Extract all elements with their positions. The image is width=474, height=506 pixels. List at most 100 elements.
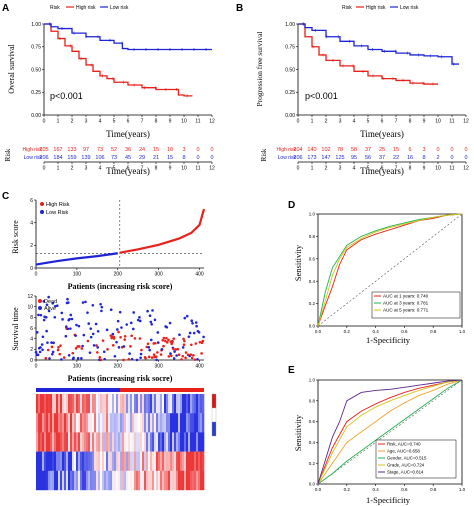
heatmap-cell <box>132 470 135 491</box>
heatmap-cell <box>56 470 59 491</box>
heatmap-cell <box>170 394 173 414</box>
heatmap-cell <box>146 413 149 433</box>
x-tick-label: 3 <box>339 119 342 125</box>
legend-label: Gender, AUC=0.515 <box>387 456 427 461</box>
heatmap-cell <box>94 413 97 433</box>
heatmap-cell <box>62 432 65 452</box>
legend-c-dead-label: Dead <box>44 299 57 305</box>
heatmap-cell <box>70 470 73 491</box>
heatmap-cell <box>42 394 45 414</box>
risk-x-tick-label: 9 <box>169 166 172 172</box>
dot-alive <box>42 300 46 303</box>
heatmap-cell <box>56 413 59 433</box>
dot-dead <box>56 348 60 352</box>
dot-alive <box>64 325 68 329</box>
dot-dead <box>127 358 131 361</box>
heatmap-cell <box>162 451 165 471</box>
dot-alive <box>194 321 198 324</box>
heatmap-cell <box>84 413 87 433</box>
heatmap-cell <box>92 470 95 491</box>
dot-alive <box>91 332 95 336</box>
heatmap-cell <box>62 413 65 433</box>
dot-dead <box>190 343 193 347</box>
heatmap-cell <box>50 432 53 452</box>
x-tick-label: 100 <box>73 364 82 370</box>
heatmap-cell <box>202 432 205 452</box>
heatmap-cell <box>152 394 155 414</box>
y-tick-label: 6 <box>30 326 33 332</box>
dot-alive <box>80 356 83 360</box>
heatmap-cell <box>46 432 49 452</box>
dot-alive <box>52 341 55 345</box>
heatmap-cell <box>82 451 85 471</box>
curves-e <box>317 379 463 485</box>
legend-b-title: Risk <box>342 5 352 11</box>
heatmap-cell <box>54 470 57 491</box>
dot-alive <box>192 331 196 335</box>
heatmap-cell <box>114 432 117 452</box>
c-survival-xlabel: Patients (increasing risk socre) <box>68 374 173 383</box>
b-ylabel: Progression free survival <box>255 32 264 107</box>
heatmap-cell <box>52 451 55 471</box>
dot-alive <box>191 321 194 325</box>
dot-dead <box>119 335 122 339</box>
y-tick-label: 0 <box>30 358 33 364</box>
heatmap-cell <box>186 470 189 491</box>
heatmap-cell <box>192 413 195 433</box>
heatmap-cell <box>194 394 197 414</box>
x-tick-label: 0.8 <box>430 487 437 492</box>
dot-alive <box>156 331 160 334</box>
heatmap-cell <box>108 432 111 452</box>
dot-dead <box>147 355 151 359</box>
e-ylabel: Sensitivity <box>293 414 303 451</box>
heatmap-cell <box>76 432 79 452</box>
x-tick-label: 4 <box>353 119 356 125</box>
x-tick-label: 0.4 <box>372 329 379 334</box>
heatmap-cell <box>178 451 181 471</box>
heatmap-cell <box>36 413 39 433</box>
axes-c-risk-score: 0 100 200 300 400 0 2 4 6 <box>30 198 204 278</box>
heatmap-cell <box>148 413 151 433</box>
heatmap-cell <box>94 394 97 414</box>
heatmap-cell <box>44 470 47 491</box>
heatmap-cell <box>186 432 189 452</box>
dot-alive <box>60 311 64 315</box>
dot-dead <box>50 345 54 349</box>
risk-count-high: 58 <box>351 147 357 153</box>
dot-alive <box>99 302 102 306</box>
risk-x-tick-label: 1 <box>311 166 314 172</box>
heatmap-cell <box>110 413 113 433</box>
legend-b-low-label: Low risk <box>400 5 419 11</box>
b-risk-title: Risk <box>260 148 268 161</box>
heatmap-cell <box>140 432 143 452</box>
heatmap-group-high <box>120 388 204 392</box>
heatmap-cell <box>58 451 61 471</box>
heatmap-cell <box>172 394 175 414</box>
heatmap-cell <box>152 451 155 471</box>
dot-alive <box>115 340 118 344</box>
heatmap-cell <box>96 394 99 414</box>
risk-count-high: 3 <box>182 147 185 153</box>
heatmap-cell <box>112 470 115 491</box>
heatmap-cell <box>50 394 53 414</box>
heatmap-cell <box>192 470 195 491</box>
x-tick-label: 0.0 <box>315 487 322 492</box>
heatmap-cell <box>74 432 77 452</box>
heatmap-cell <box>130 451 133 471</box>
risk-count-low: 173 <box>307 155 316 161</box>
risk-count-low: 45 <box>125 155 131 161</box>
heatmap-cell <box>82 394 85 414</box>
heatmap-cell <box>48 432 51 452</box>
y-tick-label: 0.75 <box>285 45 295 51</box>
heatmap-cell <box>114 470 117 491</box>
heatmap-cell <box>38 451 41 471</box>
dot-alive <box>146 309 149 313</box>
heatmap-cell <box>114 413 117 433</box>
heatmap-cell <box>132 394 135 414</box>
dot-alive <box>77 324 81 328</box>
heatmap-cell <box>120 413 123 433</box>
legend-c-dead-swatch <box>38 299 42 303</box>
risk-x-tick-label: 7 <box>141 166 144 172</box>
heatmap-cell <box>198 432 201 452</box>
